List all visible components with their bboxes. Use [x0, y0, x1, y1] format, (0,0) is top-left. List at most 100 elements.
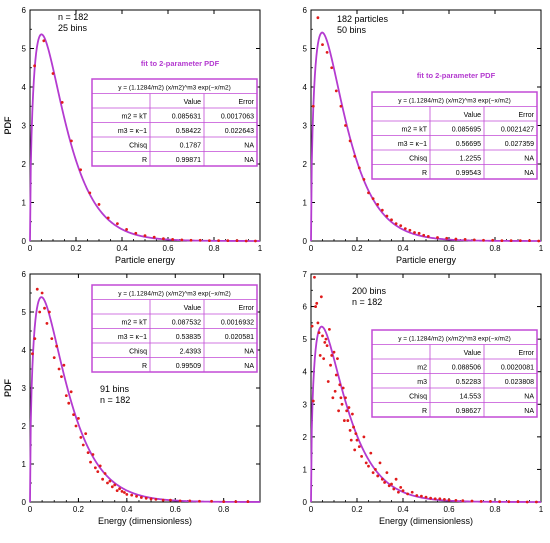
data-point — [324, 337, 328, 341]
data-point — [447, 498, 451, 502]
data-point — [226, 239, 230, 243]
data-point — [316, 321, 320, 325]
fit-table-cell: R — [422, 408, 427, 415]
data-point — [189, 238, 193, 242]
data-point — [62, 363, 66, 367]
y-tick-label: 0 — [303, 237, 308, 246]
x-tick-label: 0.6 — [443, 244, 455, 253]
data-point — [357, 445, 361, 449]
data-point — [380, 208, 384, 212]
fit-equation: y = (1.1284/m2) (x/m2)^m3 exp(−x/m2) — [398, 98, 511, 105]
data-point — [461, 499, 465, 503]
fit-table-cell: m3 = κ−1 — [118, 128, 147, 135]
y-tick-label: 5 — [303, 335, 308, 344]
data-point — [362, 435, 366, 439]
fit-table-cell: 0.085695 — [452, 127, 481, 134]
y-tick-label: 2 — [22, 422, 27, 431]
x-tick-label: 0 — [28, 244, 33, 253]
data-point — [315, 301, 319, 305]
fit-table-cell: 0.1787 — [180, 143, 202, 150]
data-point — [364, 461, 368, 465]
data-point — [79, 436, 83, 439]
data-point — [70, 139, 73, 143]
y-tick-label: 6 — [303, 303, 308, 312]
data-point — [445, 236, 449, 240]
fit-table-cell: m2 — [417, 365, 427, 372]
data-point — [171, 238, 175, 241]
fit-table-cell: 0.0020081 — [501, 365, 534, 372]
fit-table-cell: 0.0016932 — [221, 320, 254, 327]
panel-note: n = 182 — [58, 12, 88, 22]
data-point — [383, 481, 386, 484]
data-point — [378, 461, 382, 465]
fit-equation: y = (1.1284/m2) (x/m2)^m3 exp(−x/m2) — [118, 85, 231, 92]
data-point — [454, 237, 458, 241]
fit-table-cell: Chisq — [129, 143, 147, 150]
data-point — [103, 472, 107, 475]
x-tick-label: 0.2 — [70, 244, 82, 253]
data-point — [152, 235, 156, 239]
data-point — [342, 419, 346, 422]
data-point — [362, 178, 366, 181]
data-point — [143, 234, 147, 238]
data-point — [319, 295, 323, 299]
data-point — [330, 66, 334, 70]
fit-table: y = (1.1284/m2) (x/m2)^m3 exp(−x/m2) Valu… — [91, 78, 258, 167]
fit-curve — [29, 296, 261, 503]
data-point — [433, 497, 437, 501]
data-point — [74, 424, 78, 428]
data-point — [470, 499, 474, 503]
data-point — [139, 496, 143, 499]
data-point — [81, 443, 85, 447]
panel-note: 200 bins — [352, 286, 387, 296]
y-axis-label: PDF — [3, 116, 13, 135]
data-point — [355, 438, 359, 442]
data-point — [357, 166, 361, 170]
fit-table-cell: 0.0021427 — [501, 127, 534, 134]
data-point — [134, 231, 138, 235]
panel-note: 50 bins — [337, 25, 367, 35]
x-tick-label: 0 — [28, 505, 33, 514]
data-point — [331, 396, 335, 400]
y-tick-label: 4 — [303, 368, 308, 377]
fit-table-cell: Value — [464, 350, 481, 357]
y-tick-label: 1 — [303, 199, 308, 208]
data-point — [491, 238, 495, 242]
data-point — [394, 477, 398, 481]
data-point — [436, 236, 439, 239]
data-point — [318, 354, 322, 357]
y-tick-label: 4 — [22, 346, 27, 355]
fit-table-cell: Value — [464, 112, 481, 119]
y-tick-label: 2 — [303, 433, 308, 442]
fit-box-title: fit to 2-parameter PDF — [141, 59, 220, 68]
data-point — [349, 438, 353, 442]
x-tick-label: 0.2 — [73, 505, 85, 514]
fit-box-title: fit to 2-parameter PDF — [417, 71, 496, 80]
data-point — [310, 324, 314, 328]
data-point — [367, 464, 370, 468]
data-point — [178, 499, 182, 503]
data-point — [97, 203, 101, 206]
fit-table-cell: Chisq — [409, 156, 427, 163]
y-tick-label: 5 — [22, 308, 27, 317]
data-point — [338, 383, 342, 387]
data-point — [317, 331, 321, 335]
fit-table-cell: 0.52283 — [456, 379, 481, 386]
x-axis-label: Particle energy — [396, 255, 457, 265]
data-point — [333, 389, 337, 393]
x-axis-label: Energy (dimensionless) — [379, 516, 473, 526]
data-point — [118, 487, 121, 491]
data-point — [376, 474, 380, 478]
data-point — [323, 341, 327, 344]
data-point — [420, 494, 423, 498]
x-tick-label: 0.8 — [218, 505, 230, 514]
data-point — [367, 191, 370, 195]
fit-table-cell: NA — [244, 349, 254, 356]
data-point — [399, 485, 403, 489]
fit-table-cell: Error — [518, 112, 534, 119]
data-point — [326, 380, 330, 383]
fit-table-cell: 2.4393 — [180, 349, 202, 356]
fit-table-cell: NA — [244, 363, 254, 370]
x-tick-label: 0.6 — [443, 505, 455, 514]
